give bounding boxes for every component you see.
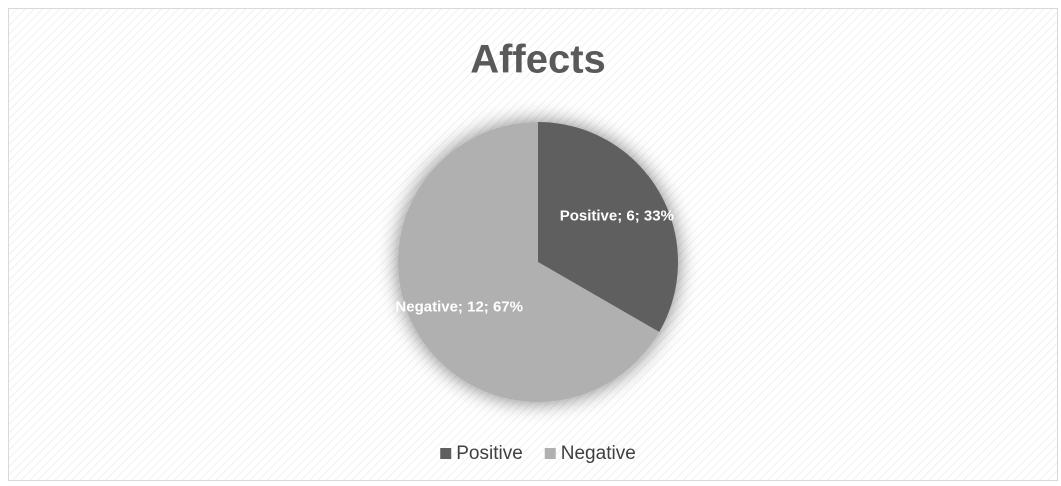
legend-swatch [544,448,556,459]
pie [398,122,678,402]
legend-label: Negative [561,443,636,464]
legend-label: Positive [456,443,523,464]
pie-slice [398,122,660,402]
data-label: Negative; 12; 67% [395,298,523,315]
chart-title: Affects [470,38,606,82]
pie-slice [538,122,678,332]
data-label: Positive; 6; 33% [560,207,674,224]
legend-swatch [440,448,452,459]
